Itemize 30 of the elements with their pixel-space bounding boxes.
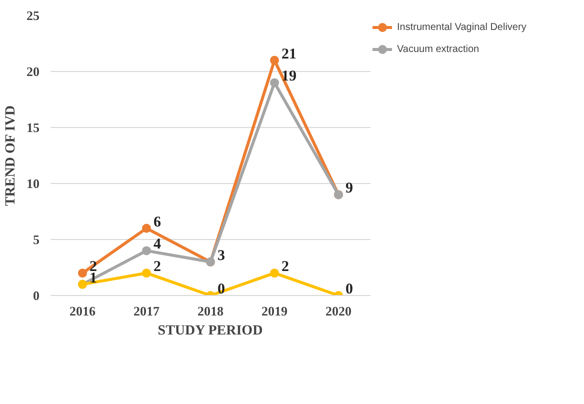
data-label: 9 bbox=[346, 180, 353, 197]
y-tick-label: 20 bbox=[26, 64, 40, 79]
x-tick-label: 2016 bbox=[70, 304, 96, 318]
point bbox=[78, 268, 87, 278]
point bbox=[142, 224, 151, 233]
y-tick-label: 15 bbox=[26, 120, 40, 135]
point bbox=[270, 56, 279, 65]
x-tick-label: 2020 bbox=[326, 304, 352, 318]
x-tick-label: 2018 bbox=[198, 304, 224, 318]
data-label: 3 bbox=[218, 248, 225, 264]
point bbox=[142, 246, 151, 256]
data-label: 2 bbox=[154, 259, 161, 276]
x-axis-title: STUDY PERIOD bbox=[158, 324, 263, 338]
y-tick-label: 10 bbox=[26, 176, 40, 191]
data-label: 6 bbox=[154, 214, 162, 230]
data-label: 4 bbox=[154, 236, 162, 253]
data-label: 2 bbox=[282, 259, 289, 276]
point bbox=[270, 78, 279, 88]
y-axis-title: TREND OF IVD bbox=[4, 105, 18, 206]
legend-label: Vacuum extraction bbox=[397, 44, 480, 54]
data-label: 0 bbox=[346, 282, 353, 298]
y-tick-label: 5 bbox=[33, 232, 40, 247]
y-tick-label: 25 bbox=[26, 8, 40, 23]
point bbox=[270, 268, 279, 278]
legend-label: Instrumental Vaginal Delivery bbox=[397, 22, 526, 32]
data-label: 21 bbox=[282, 46, 296, 62]
x-tick-label: 2017 bbox=[134, 304, 160, 318]
x-tick-label: 2019 bbox=[262, 304, 288, 318]
point bbox=[142, 268, 151, 278]
y-tick-label: 0 bbox=[33, 288, 40, 303]
